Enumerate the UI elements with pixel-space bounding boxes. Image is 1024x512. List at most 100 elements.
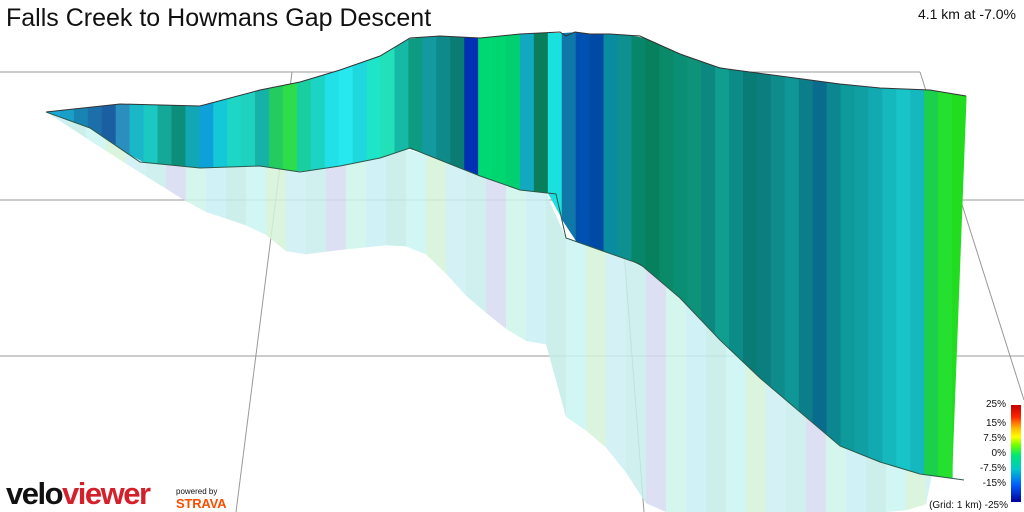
shadow-segment bbox=[406, 149, 426, 255]
gradient-segment[interactable] bbox=[547, 32, 563, 220]
gradient-segment[interactable] bbox=[924, 89, 939, 477]
gradient-segment[interactable] bbox=[171, 105, 186, 167]
shadow-segment bbox=[166, 164, 186, 202]
shadow-segment bbox=[66, 119, 86, 138]
shadow-segment bbox=[146, 162, 166, 189]
gradient-segment[interactable] bbox=[46, 110, 61, 118]
shadow-segment bbox=[786, 400, 806, 512]
legend-label-7-5: 7.5% bbox=[983, 433, 1006, 444]
gradient-segment[interactable] bbox=[770, 74, 786, 400]
shadow-segment bbox=[386, 149, 406, 247]
gradient-segment[interactable] bbox=[631, 35, 646, 269]
gradient-segment[interactable] bbox=[506, 34, 521, 190]
gradient-segment[interactable] bbox=[394, 38, 410, 154]
gradient-segment[interactable] bbox=[910, 89, 925, 475]
gradient-segment[interactable] bbox=[673, 50, 688, 306]
gradient-segment[interactable] bbox=[742, 71, 758, 376]
shadow-segment bbox=[306, 168, 326, 255]
gradient-segment[interactable] bbox=[701, 61, 716, 335]
legend-label-neg-15: -15% bbox=[982, 478, 1006, 489]
gradient-segment[interactable] bbox=[756, 72, 772, 388]
profile-wall bbox=[46, 32, 967, 479]
gradient-segment[interactable] bbox=[436, 36, 451, 165]
shadow-segment bbox=[526, 190, 546, 345]
gradient-segment[interactable] bbox=[659, 44, 674, 293]
shadow-segment bbox=[86, 126, 106, 151]
gradient-segment[interactable] bbox=[645, 38, 660, 281]
gradient-segment[interactable] bbox=[129, 104, 145, 163]
gradient-segment[interactable] bbox=[478, 36, 493, 181]
gradient-segment[interactable] bbox=[366, 55, 382, 161]
shadow-segment bbox=[706, 325, 726, 512]
legend-label-0: 0% bbox=[991, 448, 1006, 459]
gradient-segment[interactable] bbox=[882, 88, 897, 467]
gradient-segment[interactable] bbox=[73, 107, 89, 128]
gradient-segment[interactable] bbox=[255, 88, 270, 168]
shadow-segment bbox=[326, 164, 346, 252]
shadow-segment bbox=[446, 162, 466, 296]
gradient-segment[interactable] bbox=[812, 80, 828, 435]
shadow-segment bbox=[186, 166, 206, 212]
gradient-segment[interactable] bbox=[840, 84, 856, 452]
gradient-segment[interactable] bbox=[798, 78, 814, 423]
gradient-segment[interactable] bbox=[603, 34, 619, 257]
gradient-segment[interactable] bbox=[938, 91, 953, 479]
gradient-segment[interactable] bbox=[519, 33, 535, 192]
shadow-segment bbox=[806, 417, 826, 512]
shadow-segment bbox=[126, 152, 146, 177]
gradient-segment[interactable] bbox=[729, 69, 744, 362]
shadow-segment bbox=[566, 238, 586, 431]
gradient-segment[interactable] bbox=[115, 104, 131, 155]
gradient-segment[interactable] bbox=[826, 82, 842, 447]
gradient-segment[interactable] bbox=[269, 85, 284, 170]
gradient-segment[interactable] bbox=[561, 32, 577, 242]
gradient-segment[interactable] bbox=[213, 98, 228, 168]
gradient-segment[interactable] bbox=[450, 36, 465, 170]
gradient-segment[interactable] bbox=[324, 70, 340, 169]
gradient-segment[interactable] bbox=[589, 33, 605, 252]
gradient-segment[interactable] bbox=[575, 32, 591, 247]
gradient-segment[interactable] bbox=[896, 88, 911, 472]
gradient-segment[interactable] bbox=[101, 104, 117, 146]
gradient-segment[interactable] bbox=[59, 108, 75, 123]
shadow-segment bbox=[646, 269, 666, 512]
shadow-segment bbox=[206, 167, 226, 219]
shadow-segment bbox=[826, 434, 846, 512]
gradient-segment[interactable] bbox=[352, 60, 368, 164]
gradient-segment[interactable] bbox=[227, 95, 242, 168]
gradient-segment[interactable] bbox=[380, 47, 396, 158]
shadow-segment bbox=[626, 259, 646, 504]
gradient-segment[interactable] bbox=[282, 82, 298, 172]
gradient-segment[interactable] bbox=[157, 104, 173, 166]
strava-logo[interactable]: STRAVA bbox=[176, 496, 227, 511]
gradient-segment[interactable] bbox=[199, 102, 214, 168]
gradient-segment[interactable] bbox=[952, 93, 967, 479]
veloviewer-logo[interactable]: veloviewer bbox=[6, 476, 151, 511]
gradient-segment[interactable] bbox=[296, 78, 312, 172]
legend-label-25: 25% bbox=[985, 399, 1006, 410]
gradient-segment[interactable] bbox=[422, 36, 437, 159]
shadow-segment bbox=[586, 245, 606, 448]
gradient-segment[interactable] bbox=[687, 56, 702, 321]
gradient-segment[interactable] bbox=[492, 35, 507, 186]
gradient-segment[interactable] bbox=[715, 66, 730, 349]
gradient-segment[interactable] bbox=[854, 85, 870, 458]
gradient-segment[interactable] bbox=[143, 104, 159, 164]
gradient-segment[interactable] bbox=[241, 91, 256, 167]
gradient-segment[interactable] bbox=[310, 74, 326, 171]
gradient-segment[interactable] bbox=[185, 105, 200, 168]
gradient-segment[interactable] bbox=[533, 32, 549, 194]
gradient-segment[interactable] bbox=[464, 37, 479, 176]
shadow-segment bbox=[606, 252, 626, 473]
shadow-segment bbox=[886, 463, 906, 512]
gradient-segment[interactable] bbox=[617, 34, 633, 262]
gradient-segment[interactable] bbox=[784, 76, 800, 411]
gradient-segment[interactable] bbox=[338, 65, 354, 167]
segment-summary: 4.1 km at -7.0% bbox=[917, 6, 1016, 22]
shadow-segment bbox=[666, 286, 686, 512]
shadow-segment bbox=[746, 364, 766, 512]
gradient-segment[interactable] bbox=[408, 37, 423, 153]
grid-scale-note: (Grid: 1 km) -25% bbox=[929, 500, 1008, 511]
gradient-segment[interactable] bbox=[868, 86, 883, 463]
